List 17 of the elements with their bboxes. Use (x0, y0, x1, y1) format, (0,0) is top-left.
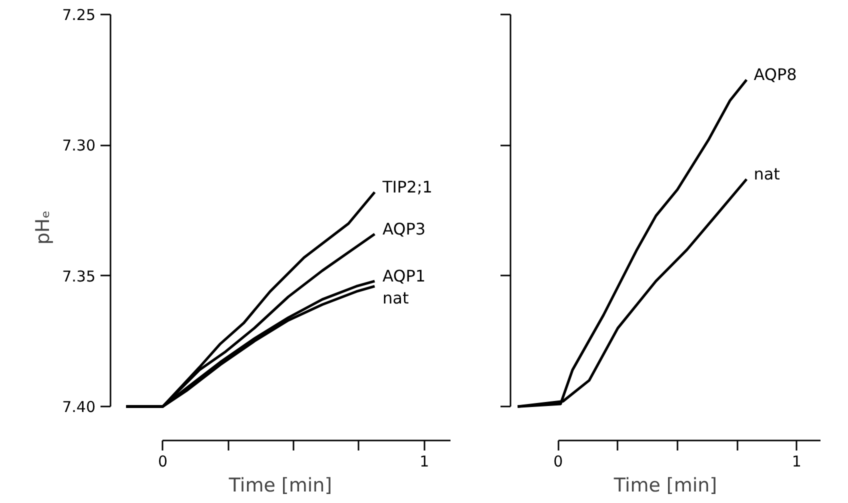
y-tick-label: 7.25 (62, 6, 96, 24)
x-tick-label: 0 (158, 452, 168, 470)
y-tick-label: 7.35 (62, 267, 96, 286)
y-tick-label: 7.30 (62, 136, 96, 155)
x-axis-title: Time [min] (228, 474, 332, 496)
series-label: AQP1 (382, 266, 426, 286)
x-tick-label: 0 (553, 452, 563, 470)
x-tick-label: 1 (420, 452, 430, 470)
series-label: TIP2;1 (382, 178, 432, 197)
x-axis-title: Time [min] (612, 474, 718, 496)
y-tick-label: 7.40 (62, 398, 96, 416)
series-label: AQP3 (382, 219, 426, 238)
series-label: nat (382, 288, 409, 308)
x-tick-label: 1 (792, 452, 802, 470)
y-axis-title: pHₑ (32, 210, 54, 245)
series-label: AQP8 (754, 65, 797, 84)
series-label: nat (754, 164, 780, 184)
